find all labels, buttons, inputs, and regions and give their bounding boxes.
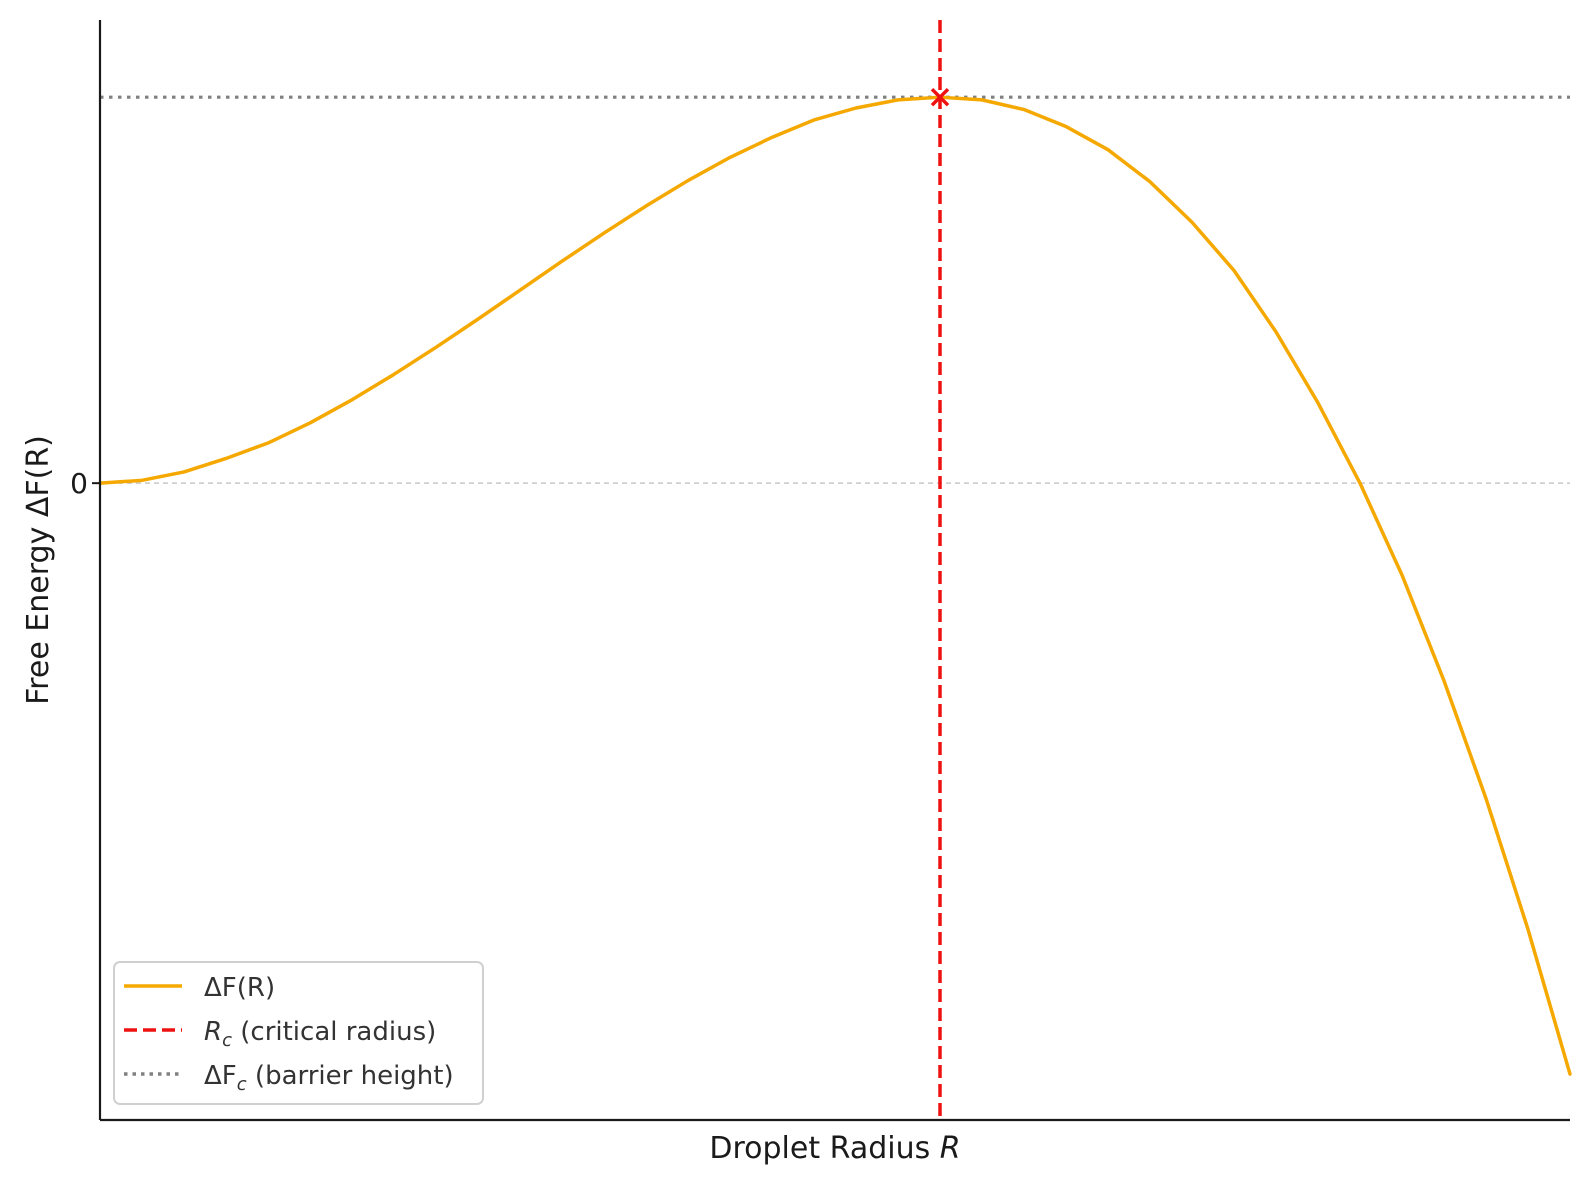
plot-area <box>98 20 1572 1120</box>
legend-label-curve: ΔF(R) <box>204 973 275 1003</box>
y-tick-label: 0 <box>70 467 88 500</box>
legend-label-critical-radius: Rc (critical radius) <box>204 1017 436 1051</box>
critical-point-marker <box>930 87 950 107</box>
x-axis-label: Droplet Radius R <box>709 1131 960 1166</box>
legend: ΔF(R) Rc (critical radius) ΔFc (barrier … <box>113 961 484 1105</box>
legend-box <box>113 961 484 1105</box>
y-ticks: 0 <box>70 467 100 500</box>
y-axis-label: Free Energy ΔF(R) <box>21 435 56 705</box>
legend-label-barrier-height: ΔFc (barrier height) <box>204 1061 454 1095</box>
free-energy-curve <box>98 95 1572 1076</box>
